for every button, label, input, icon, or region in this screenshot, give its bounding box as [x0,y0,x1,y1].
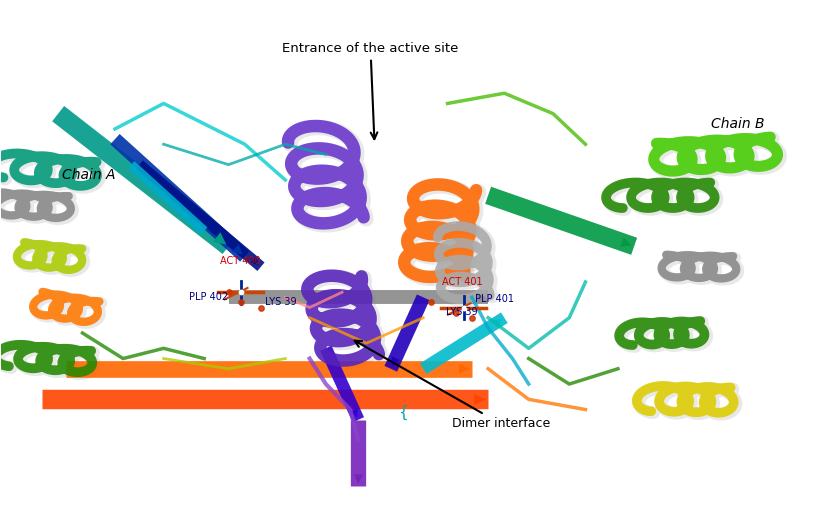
Text: {: { [398,405,408,420]
Point [255,303,268,311]
Text: LYS 39: LYS 39 [265,297,296,307]
Text: PLP 402: PLP 402 [189,292,228,302]
Text: Dimer interface: Dimer interface [355,341,550,430]
Text: Entrance of the active site: Entrance of the active site [282,42,458,139]
Point [234,288,247,297]
Text: Chain A: Chain A [62,168,116,182]
Point [457,303,470,311]
Point [466,313,479,322]
Point [425,299,438,307]
Point [222,288,235,297]
Text: Chain B: Chain B [711,117,764,131]
Point [234,299,247,307]
Text: PLP 401: PLP 401 [475,294,514,304]
Text: ACT 401: ACT 401 [442,277,483,287]
Text: LYS 39: LYS 39 [446,307,478,317]
Point [449,308,462,317]
Text: ACT 400: ACT 400 [221,256,261,266]
